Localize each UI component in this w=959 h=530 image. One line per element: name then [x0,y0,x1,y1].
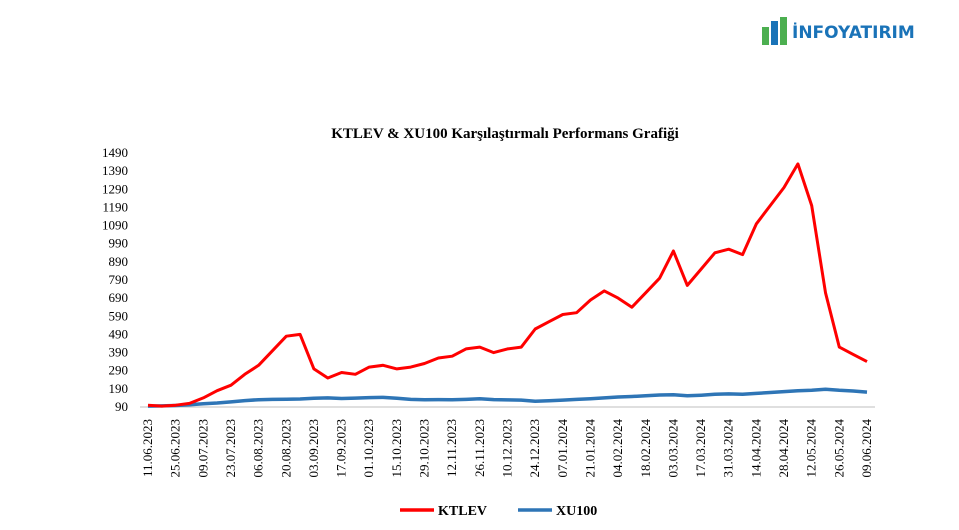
x-tick-label: 20.08.2023 [278,419,293,478]
x-tick-label: 26.05.2024 [831,419,846,478]
chart-title: KTLEV & XU100 Karşılaştırmalı Performans… [331,126,679,142]
y-tick-label: 190 [109,381,129,396]
x-tick-label: 04.02.2024 [610,419,625,478]
y-tick-label: 1490 [102,145,128,160]
x-tick-label: 17.03.2024 [693,419,708,478]
y-tick-label: 1190 [102,199,128,214]
x-tick-label: 24.12.2023 [527,419,542,478]
x-tick-label: 14.04.2024 [748,419,763,478]
x-tick-label: 10.12.2023 [500,419,515,478]
x-tick-label: 09.07.2023 [195,419,210,478]
logo: İNFOYATIRIM [792,21,915,43]
y-tick-label: 290 [109,363,129,378]
x-tick-label: 17.09.2023 [334,419,349,478]
y-tick-label: 90 [115,399,128,414]
x-tick-label: 26.11.2023 [472,419,487,477]
y-tick-label: 590 [109,308,129,323]
y-tick-label: 490 [109,326,129,341]
y-tick-label: 1290 [102,181,128,196]
x-tick-label: 07.01.2024 [555,419,570,478]
logo-mark [762,17,787,45]
y-tick-label: 690 [109,290,129,305]
x-tick-label: 11.06.2023 [140,419,155,477]
x-tick-label: 12.05.2024 [804,419,819,478]
x-tick-label: 31.03.2024 [721,419,736,478]
x-tick-label: 09.06.2024 [859,419,874,478]
legend-label: XU100 [556,504,597,519]
x-tick-label: 21.01.2024 [582,419,597,478]
x-tick-label: 12.11.2023 [444,419,459,477]
line-series [147,162,868,408]
y-tick-label: 1390 [102,163,128,178]
legend-label: KTLEV [438,504,487,519]
y-tick-label: 790 [109,272,129,287]
x-tick-label: 18.02.2024 [638,419,653,478]
x-tick-label: 23.07.2023 [223,419,238,478]
x-tick-label: 01.10.2023 [361,419,376,478]
x-tick-label: 28.04.2024 [776,419,791,478]
x-tick-label: 15.10.2023 [389,419,404,478]
y-tick-label: 390 [109,345,129,360]
x-tick-label: 03.03.2024 [665,419,680,478]
x-tick-label: 25.06.2023 [168,419,183,478]
x-tick-label: 06.08.2023 [251,419,266,478]
x-tick-label: 03.09.2023 [306,419,321,478]
y-tick-label: 1090 [102,218,128,233]
y-tick-label: 990 [109,236,129,251]
x-tick-label: 29.10.2023 [417,419,432,478]
line-series [147,387,868,408]
y-tick-label: 890 [109,254,129,269]
